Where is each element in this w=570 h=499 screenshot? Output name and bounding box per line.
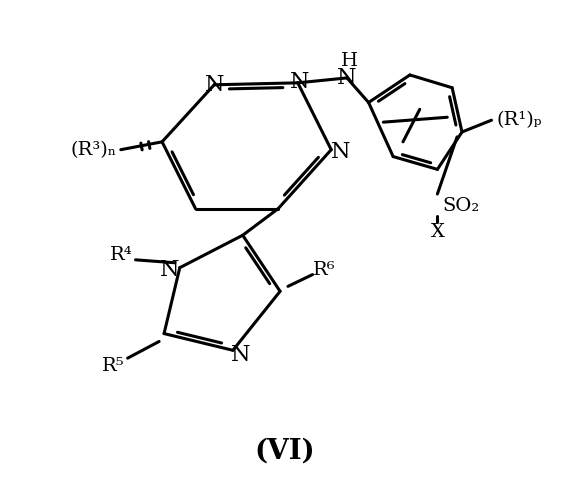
- Text: N: N: [331, 141, 351, 163]
- Text: N: N: [205, 74, 224, 96]
- Text: SO₂: SO₂: [442, 197, 479, 215]
- Text: N: N: [160, 258, 180, 280]
- Text: N: N: [231, 344, 250, 366]
- Text: N: N: [337, 67, 357, 89]
- Text: (R¹)ₚ: (R¹)ₚ: [496, 111, 542, 129]
- Text: R⁵: R⁵: [101, 357, 124, 375]
- Text: R⁶: R⁶: [313, 260, 336, 278]
- Text: (VI): (VI): [255, 438, 315, 465]
- Text: X: X: [430, 223, 445, 242]
- Text: (R³)ₙ: (R³)ₙ: [70, 141, 116, 159]
- Text: R⁴: R⁴: [109, 246, 132, 264]
- Text: N: N: [290, 71, 310, 93]
- Text: H: H: [341, 52, 359, 70]
